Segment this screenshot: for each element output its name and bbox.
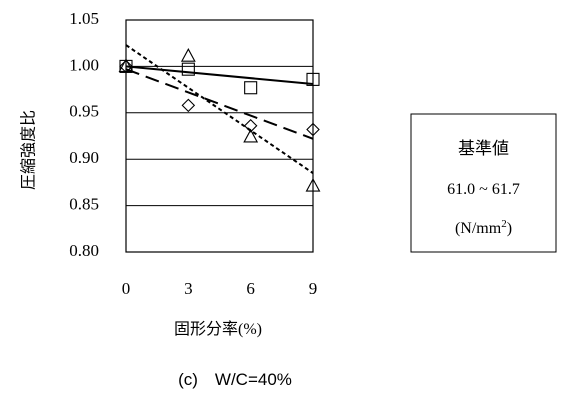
data-point-triangle-0 bbox=[118, 58, 134, 72]
y-tick-labels: 0.80 0.85 0.90 0.95 1.00 1.05 bbox=[69, 9, 99, 260]
reference-value-box: 基準値 61.0 ~ 61.7 (N/mm2) bbox=[410, 113, 557, 253]
y-tick-label-0: 0.80 bbox=[69, 241, 99, 260]
data-point-diamond-3 bbox=[306, 122, 320, 137]
reference-value-box-border bbox=[410, 113, 557, 253]
data-point-diamond-2 bbox=[243, 119, 258, 133]
y-tick-label-2: 0.90 bbox=[69, 148, 99, 167]
data-point-triangle-2 bbox=[243, 128, 259, 143]
y-tick-label-3: 0.95 bbox=[69, 102, 99, 121]
trend-line-square bbox=[125, 65, 314, 86]
x-axis-label: 固形分率 bbox=[174, 319, 238, 338]
data-point-triangle-1 bbox=[180, 48, 196, 62]
data-point-square-1 bbox=[181, 62, 195, 76]
data-point-diamond-0 bbox=[119, 59, 133, 74]
y-axis-label: 圧縮強度比 bbox=[19, 110, 38, 190]
data-point-triangle-3 bbox=[305, 177, 321, 192]
trend-line-diamond bbox=[125, 68, 314, 140]
y-tick-label-4: 1.00 bbox=[69, 55, 99, 74]
x-tick-label-3: 9 bbox=[309, 279, 318, 298]
x-tick-label-0: 0 bbox=[122, 279, 131, 298]
plot-area bbox=[118, 19, 321, 253]
y-tick-label-5: 1.05 bbox=[69, 9, 99, 28]
reference-value-unit-exponent: 2 bbox=[501, 218, 507, 230]
reference-value-unit: (N/mm2) bbox=[455, 218, 512, 237]
y-tick-label-1: 0.85 bbox=[69, 195, 99, 214]
reference-value-range: 61.0 ~ 61.7 bbox=[447, 181, 520, 198]
reference-value-unit-text: (N/mm bbox=[455, 220, 502, 237]
x-axis-title: 固形分率(%) bbox=[174, 319, 262, 338]
reference-value-title: 基準値 bbox=[458, 139, 509, 159]
data-point-square-2 bbox=[244, 81, 258, 95]
x-tick-label-2: 6 bbox=[246, 279, 255, 298]
figure-caption: (c) W/C=40% bbox=[178, 370, 292, 389]
reference-value-unit-close: ) bbox=[507, 220, 512, 237]
trend-line-triangle bbox=[125, 44, 314, 174]
data-point-diamond-1 bbox=[181, 98, 196, 113]
x-tick-label-1: 3 bbox=[184, 279, 193, 298]
x-axis-unit: (%) bbox=[238, 321, 262, 338]
data-point-square-3 bbox=[306, 72, 320, 86]
x-tick-labels: 0 3 6 9 bbox=[122, 279, 318, 298]
